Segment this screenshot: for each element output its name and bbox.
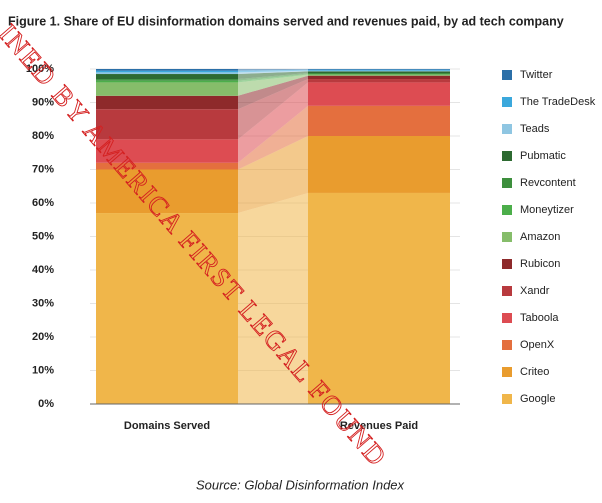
legend-label: Criteo — [520, 366, 549, 378]
bar-segment — [96, 95, 238, 110]
y-tick-label: 40% — [32, 264, 54, 276]
y-tick-label: 90% — [32, 96, 54, 108]
legend-swatch — [502, 286, 512, 296]
bar-segment — [96, 109, 238, 140]
bar-segment — [96, 213, 238, 404]
bar-segment — [308, 71, 450, 74]
legend-swatch — [502, 259, 512, 269]
legend-label: Revcontent — [520, 177, 576, 189]
flow-band — [238, 73, 308, 81]
bar-segment — [96, 80, 238, 83]
legend-label: Amazon — [520, 231, 560, 243]
x-tick-label: Domains Served — [124, 420, 210, 432]
legend-swatch — [502, 313, 512, 323]
legend-label: Moneytizer — [520, 204, 574, 216]
bar-segment — [96, 69, 238, 71]
legend-swatch — [502, 178, 512, 188]
flow-band — [238, 70, 308, 75]
bar-segment — [308, 74, 450, 75]
bar-segment — [308, 79, 450, 83]
flow-band — [238, 71, 308, 80]
flow-band — [238, 74, 308, 96]
legend-swatch — [502, 367, 512, 377]
bar-segment — [308, 136, 450, 193]
legend-label: Rubicon — [520, 258, 560, 270]
y-tick-label: 100% — [26, 63, 54, 75]
legend-swatch — [502, 151, 512, 161]
flow-band — [238, 82, 308, 163]
legend-swatch — [502, 232, 512, 242]
chart-title: Figure 1. Share of EU disinformation dom… — [8, 14, 564, 28]
legend-label: OpenX — [520, 339, 555, 351]
y-tick-label: 70% — [32, 163, 54, 175]
bar-segment — [308, 75, 450, 80]
flow-band — [238, 69, 308, 73]
bar-segment — [96, 79, 238, 81]
legend-swatch — [502, 205, 512, 215]
legend-label: Twitter — [520, 69, 553, 81]
bar-segment — [308, 105, 450, 136]
flow-band — [238, 79, 308, 140]
legend-swatch — [502, 394, 512, 404]
legend-swatch — [502, 340, 512, 350]
legend-label: Teads — [520, 123, 550, 135]
y-tick-label: 60% — [32, 197, 54, 209]
source: Source: Global Disinformation Index — [196, 477, 405, 492]
bar-segment — [308, 192, 450, 404]
y-tick-label: 10% — [32, 364, 54, 376]
y-tick-label: 80% — [32, 130, 54, 142]
legend-swatch — [502, 97, 512, 107]
legend-label: The TradeDesk — [520, 96, 596, 108]
plot: 0% 10% 20% 30% 40% 50% 60% 70% 80% 90% 100% Domains… — [26, 63, 596, 432]
bar-segment — [308, 74, 450, 76]
legend-label: Taboola — [520, 312, 559, 324]
bar-segment — [308, 73, 450, 75]
flow-band — [238, 75, 308, 110]
legend-label: Google — [520, 393, 555, 405]
flow-band — [238, 69, 308, 71]
y-tick-label: 0% — [38, 398, 54, 410]
legend-label: Pubmatic — [520, 150, 566, 162]
bar-segment — [96, 74, 238, 80]
flow-band — [238, 74, 308, 83]
legend-label: Xandr — [520, 285, 550, 297]
bar-segment — [308, 69, 450, 71]
bar-segment — [96, 72, 238, 75]
y-tick-label: 50% — [32, 230, 54, 242]
flow-band — [238, 192, 308, 404]
y-tick-label: 30% — [32, 297, 54, 309]
bar-segment — [96, 82, 238, 96]
bar-segment — [96, 169, 238, 214]
legend-swatch — [502, 124, 512, 134]
bar-segment — [308, 70, 450, 72]
bar-segment — [308, 82, 450, 106]
bar-segment — [96, 139, 238, 163]
legend-swatch — [502, 70, 512, 80]
bar-segment — [96, 162, 238, 170]
x-tick-label: Revenues Paid — [340, 420, 418, 432]
bar-segment — [96, 70, 238, 73]
y-tick-label: 20% — [32, 331, 54, 343]
flow-band — [238, 105, 308, 170]
bar-segment — [308, 69, 450, 70]
flow-band — [238, 136, 308, 214]
